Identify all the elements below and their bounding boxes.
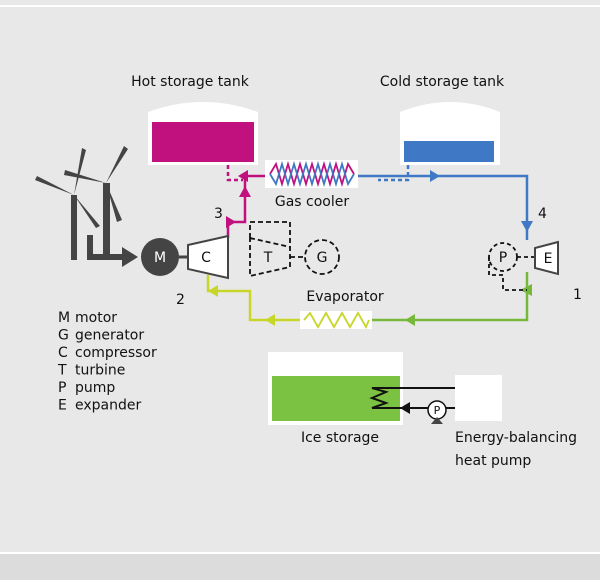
cold-pipe xyxy=(358,174,529,240)
heat-pump-label: heat pump xyxy=(455,453,531,469)
motor xyxy=(141,238,179,276)
legend-symbol: P xyxy=(58,380,66,396)
arrow xyxy=(239,186,251,197)
legend-name: turbine xyxy=(75,363,125,379)
generator-symbol: G xyxy=(317,250,328,266)
compressor xyxy=(187,234,229,280)
compressor-symbol: C xyxy=(201,250,211,266)
legend-symbol: M xyxy=(58,310,70,326)
cold-coil xyxy=(269,160,355,188)
evaporator xyxy=(300,311,372,329)
expander-symbol: E xyxy=(544,251,553,267)
hot-fluid xyxy=(152,122,254,162)
legend-name: generator xyxy=(75,328,144,344)
heat-pump xyxy=(455,375,502,421)
pump-symbol: P xyxy=(499,250,507,266)
arrow xyxy=(238,170,248,182)
wind-turbines xyxy=(35,146,138,267)
hot-coil xyxy=(269,160,355,188)
legend-symbol: T xyxy=(57,363,67,379)
cold-fluid xyxy=(404,141,494,162)
ice-storage-label: Ice storage xyxy=(301,430,379,446)
arrow xyxy=(430,170,440,182)
pump-base xyxy=(431,417,443,424)
legend-symbol: G xyxy=(58,328,69,344)
legend-name: pump xyxy=(75,380,115,396)
state-label: 2 xyxy=(176,292,185,308)
evaporator-coil xyxy=(303,311,370,330)
state-label: 1 xyxy=(573,287,582,303)
turbine-symbol: T xyxy=(263,250,273,266)
arrow xyxy=(265,314,275,326)
evaporator-label: Evaporator xyxy=(306,289,384,305)
arrow xyxy=(208,285,218,297)
legend-name: compressor xyxy=(75,345,157,361)
turbine xyxy=(249,236,291,278)
cold-link xyxy=(378,165,410,182)
arrow xyxy=(400,402,410,414)
hot-link xyxy=(226,165,243,182)
hot-pipe xyxy=(226,174,265,238)
arrow xyxy=(405,314,415,326)
legend-symbol: C xyxy=(58,345,68,361)
pump-link xyxy=(488,256,535,291)
hot-tank-label: Hot storage tank xyxy=(131,74,250,90)
heat-pump-loop xyxy=(369,387,455,409)
ice-pump-symbol: P xyxy=(434,404,441,417)
legend-name: motor xyxy=(75,310,117,326)
state-label: 4 xyxy=(538,206,547,222)
turbine-link xyxy=(249,221,305,258)
arrow xyxy=(521,221,533,232)
arrow xyxy=(226,216,236,228)
ice xyxy=(272,376,400,421)
bottom-band xyxy=(0,553,600,580)
expander xyxy=(534,240,559,276)
heat-pump-label: Energy-balancing xyxy=(455,430,577,446)
gas-cooler-label: Gas cooler xyxy=(275,194,350,210)
legend-name: expander xyxy=(75,398,141,414)
state-label: 3 xyxy=(214,206,223,222)
legend-symbol: E xyxy=(58,398,67,414)
generator xyxy=(304,239,340,275)
cold-tank-label: Cold storage tank xyxy=(380,74,505,90)
motor-symbol: M xyxy=(154,250,166,266)
